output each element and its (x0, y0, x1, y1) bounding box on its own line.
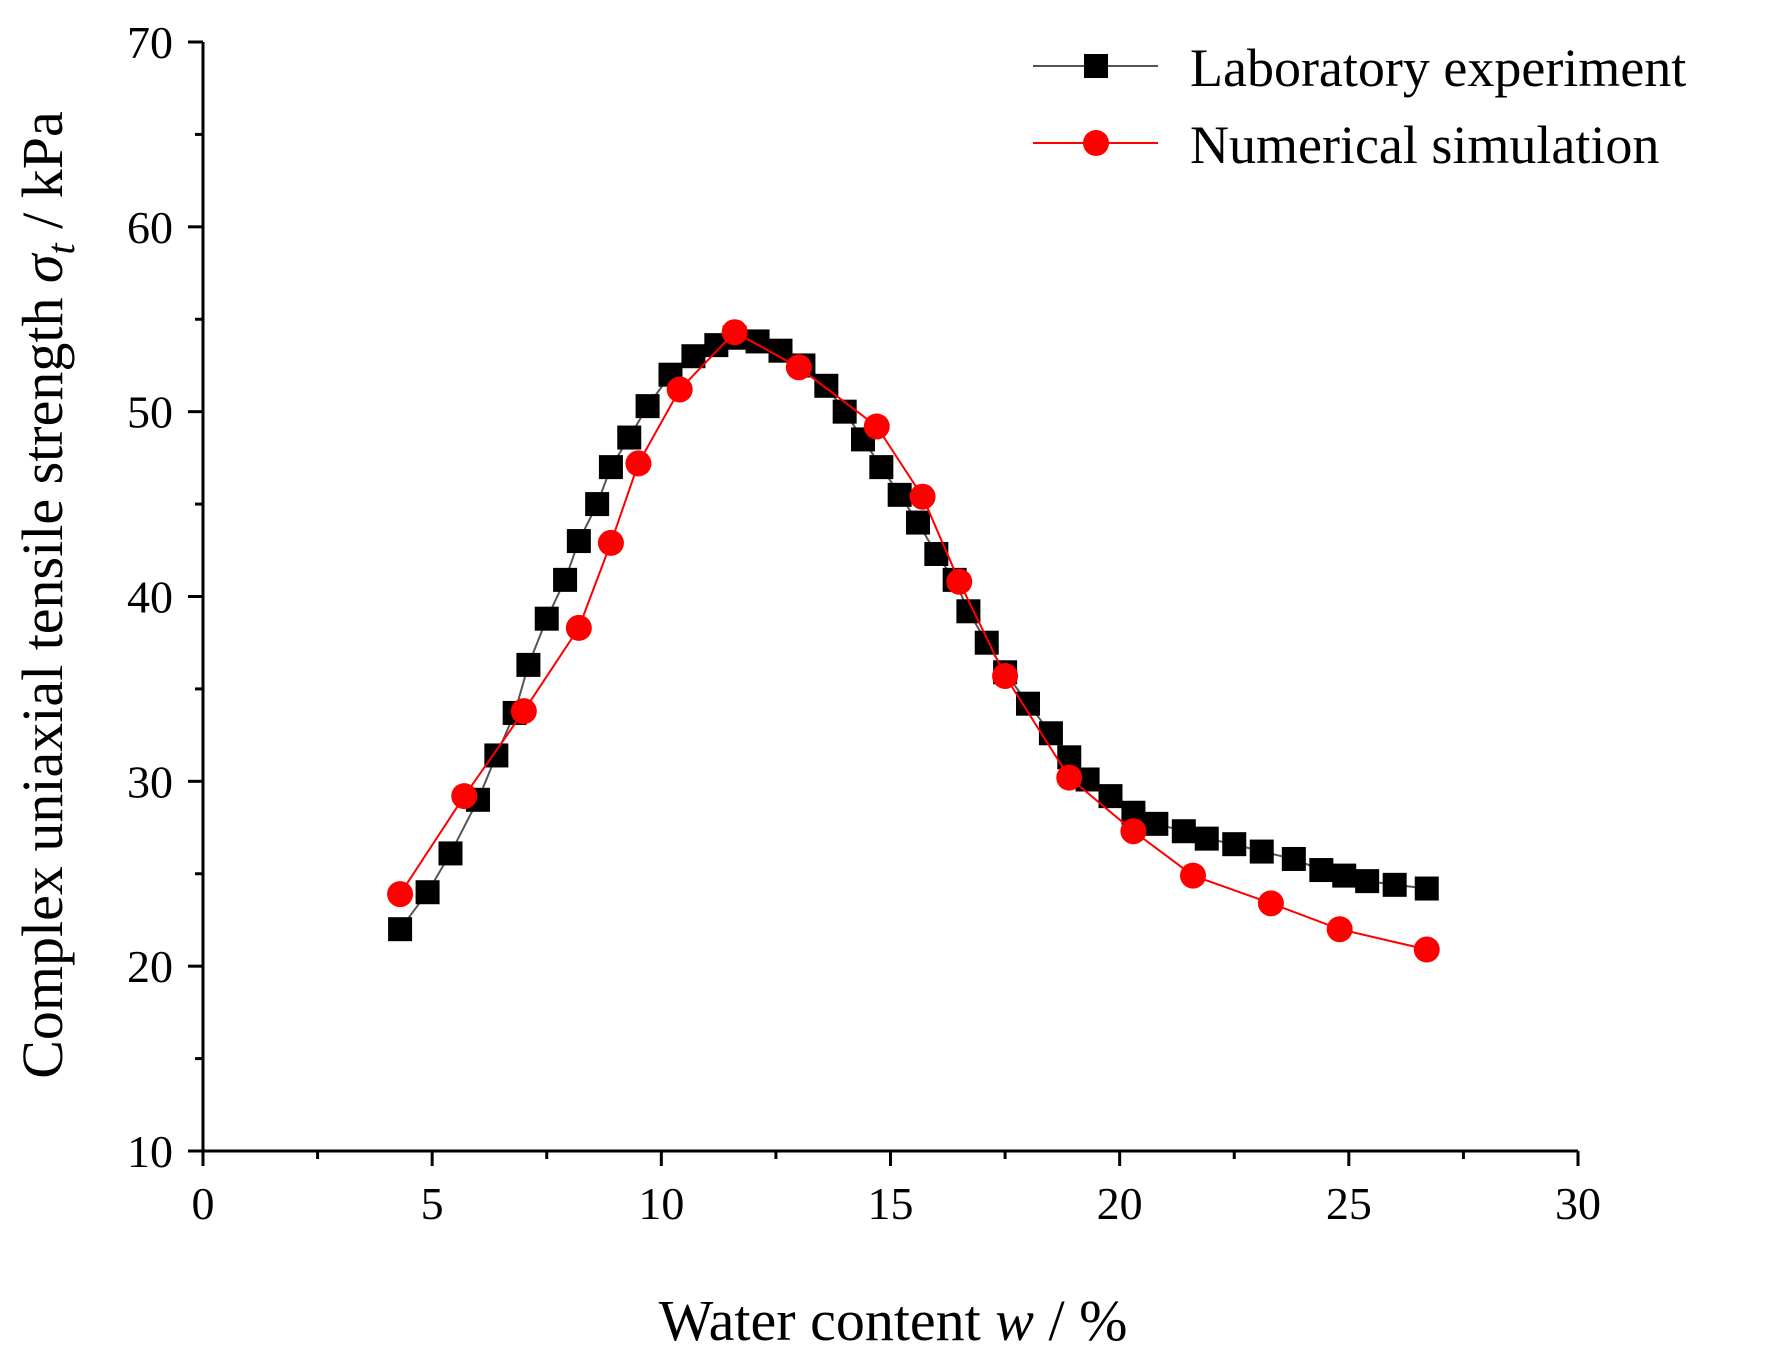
data-point-laboratory-experiment (1038, 721, 1063, 746)
data-point-laboratory-experiment (832, 399, 857, 424)
y-tick-label: 60 (127, 202, 173, 253)
y-axis: 10 20 30 40 50 60 70 (127, 17, 205, 1177)
data-point-numerical-simulation (387, 881, 414, 908)
series-laboratory-experiment (388, 325, 1439, 942)
x-tick-label: 25 (1326, 1178, 1372, 1229)
data-point-laboratory-experiment (388, 917, 413, 942)
y-tick-label: 40 (127, 572, 173, 623)
x-tick-label: 20 (1097, 1178, 1143, 1229)
y-tick-label: 30 (127, 756, 173, 807)
x-tick-label: 10 (638, 1178, 684, 1229)
data-point-laboratory-experiment (906, 510, 930, 535)
data-point-laboratory-experiment (956, 599, 981, 624)
y-tick-label: 50 (127, 387, 173, 438)
x-axis: 0 5 10 15 20 25 30 (192, 1149, 1601, 1229)
data-point-laboratory-experiment (553, 567, 578, 592)
data-point-laboratory-experiment (1171, 819, 1196, 844)
data-point-laboratory-experiment (1309, 858, 1334, 883)
data-point-numerical-simulation (785, 354, 812, 381)
data-point-laboratory-experiment (869, 455, 894, 480)
legend-label-laboratory-experiment: Laboratory experiment (1190, 38, 1686, 98)
data-point-laboratory-experiment (617, 425, 642, 450)
y-tick-label: 20 (127, 941, 173, 992)
data-point-numerical-simulation (909, 483, 936, 510)
data-point-numerical-simulation (666, 376, 693, 403)
data-point-laboratory-experiment (1332, 863, 1357, 888)
x-tick-label: 30 (1555, 1178, 1601, 1229)
data-point-numerical-simulation (1257, 890, 1284, 917)
x-axis-title: Water content w / % (659, 1288, 1128, 1353)
legend-entry-laboratory-experiment: Laboratory experiment (1033, 38, 1686, 98)
data-point-numerical-simulation (1180, 862, 1206, 889)
data-point-numerical-simulation (451, 783, 478, 810)
legend: Laboratory experiment Numerical simulati… (1033, 38, 1686, 175)
data-point-laboratory-experiment (1281, 846, 1306, 871)
data-point-laboratory-experiment (1382, 872, 1407, 897)
y-tick-label: 70 (127, 17, 173, 68)
data-point-numerical-simulation (721, 319, 748, 346)
data-point-laboratory-experiment (1144, 811, 1169, 836)
data-point-numerical-simulation (565, 614, 592, 641)
data-point-numerical-simulation (992, 662, 1019, 689)
data-point-numerical-simulation (1120, 818, 1147, 845)
data-point-laboratory-experiment (1414, 876, 1439, 901)
data-point-laboratory-experiment (1194, 826, 1219, 851)
data-point-laboratory-experiment (974, 630, 999, 655)
legend-entry-numerical-simulation: Numerical simulation (1033, 115, 1659, 175)
x-tick-label: 15 (868, 1178, 914, 1229)
data-point-laboratory-experiment (1222, 832, 1247, 857)
data-point-numerical-simulation (1056, 764, 1083, 791)
legend-marker-numerical-simulation (1083, 130, 1109, 156)
x-tick-label: 0 (192, 1178, 215, 1229)
data-point-laboratory-experiment (566, 529, 591, 554)
data-point-laboratory-experiment (887, 482, 912, 507)
data-point-laboratory-experiment (598, 455, 623, 480)
data-point-laboratory-experiment (585, 492, 610, 517)
data-point-numerical-simulation (1326, 916, 1353, 943)
data-point-laboratory-experiment (681, 344, 706, 369)
data-point-laboratory-experiment (1355, 869, 1380, 894)
data-point-laboratory-experiment (438, 841, 463, 866)
series-layer (387, 319, 1440, 963)
data-point-laboratory-experiment (534, 606, 559, 631)
data-point-laboratory-experiment (1249, 839, 1274, 864)
data-point-numerical-simulation (1413, 936, 1440, 963)
data-point-laboratory-experiment (768, 338, 793, 363)
data-point-laboratory-experiment (415, 880, 440, 905)
legend-label-numerical-simulation: Numerical simulation (1190, 115, 1659, 175)
legend-marker-laboratory-experiment (1084, 54, 1108, 78)
y-axis-title: Complex uniaxial tensile strength σt / k… (10, 111, 83, 1079)
data-point-numerical-simulation (946, 568, 973, 595)
data-point-laboratory-experiment (516, 652, 541, 677)
data-point-numerical-simulation (510, 698, 537, 725)
data-point-laboratory-experiment (635, 394, 660, 419)
data-point-numerical-simulation (625, 450, 652, 477)
data-point-numerical-simulation (597, 529, 624, 556)
x-tick-label: 5 (421, 1178, 444, 1229)
y-tick-label: 10 (127, 1126, 173, 1177)
series-numerical-simulation (387, 319, 1440, 963)
data-point-numerical-simulation (863, 413, 890, 440)
